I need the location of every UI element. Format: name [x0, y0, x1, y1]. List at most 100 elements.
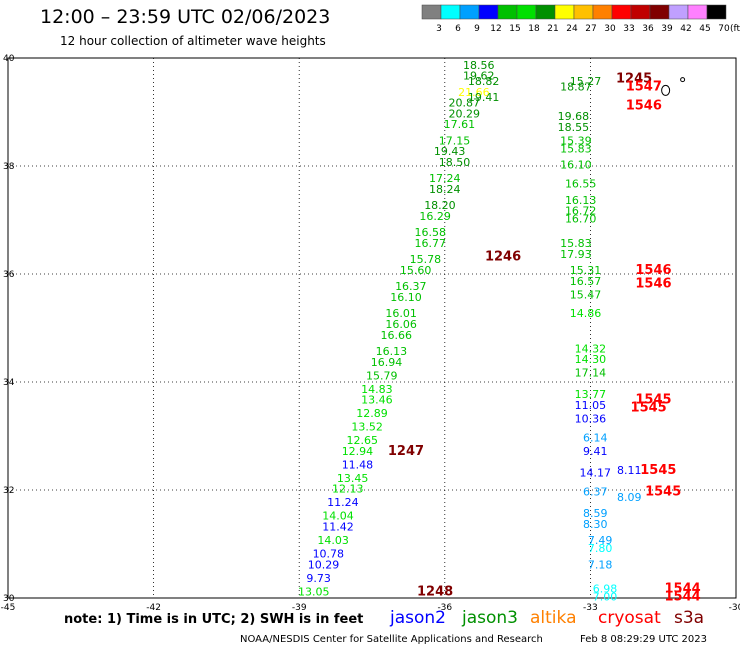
colorbar-label: 9	[474, 24, 480, 34]
wave-height-value: 18.55	[558, 121, 590, 134]
wave-height-value: 16.58	[414, 226, 446, 239]
colorbar-label: 30	[604, 24, 616, 34]
colorbar-swatch	[649, 4, 670, 20]
wave-height-value: 17.61	[444, 118, 476, 131]
wave-height-value: 15.47	[570, 288, 602, 301]
satellite-legend-cryosat: cryosat	[598, 608, 661, 628]
colorbar-label: 24	[566, 24, 578, 34]
wave-height-value: 14.04	[322, 510, 354, 523]
wave-height-value: 17.15	[439, 134, 471, 147]
wave-height-value: 11.24	[327, 496, 359, 509]
colorbar-swatch	[478, 4, 499, 20]
pass-time-label: 1545	[631, 401, 667, 416]
pass-time-label: 1547	[626, 79, 662, 94]
wave-height-value: 16.55	[565, 178, 597, 191]
wave-height-value: 12.13	[332, 483, 364, 496]
wave-height-value: 16.13	[376, 345, 408, 358]
island-outline	[661, 84, 671, 96]
longitude-label: -36	[437, 603, 452, 613]
longitude-label: -30	[729, 603, 740, 613]
colorbar-label: 45	[699, 24, 710, 34]
pass-time-label: 1544	[665, 582, 701, 597]
wave-height-value: 16.70	[565, 213, 597, 226]
wave-height-value: 16.10	[390, 291, 422, 304]
wave-height-value: 15.78	[410, 253, 442, 266]
wave-height-value: 16.06	[385, 318, 417, 331]
colorbar-label: 3	[436, 24, 442, 34]
wave-height-value: 15.39	[560, 134, 592, 147]
wave-height-value: 21.66	[458, 86, 490, 99]
wave-height-value: 13.05	[298, 585, 330, 598]
page-subtitle: 12 hour collection of altimeter wave hei…	[60, 34, 326, 48]
wave-height-value: 16.29	[419, 210, 451, 223]
wave-height-value: 20.29	[448, 107, 480, 120]
wave-height-value: 11.05	[575, 399, 607, 412]
colorbar-swatch	[687, 4, 708, 20]
wave-height-value: 7.00	[593, 591, 618, 604]
wave-height-value: 17.93	[560, 248, 592, 261]
colorbar-swatch	[459, 4, 480, 20]
pass-time-label: 1247	[388, 444, 424, 459]
colorbar-swatch	[440, 4, 461, 20]
wave-height-value: 10.78	[313, 548, 345, 561]
wave-height-value: 12.65	[347, 434, 379, 447]
wave-height-value: 14.86	[570, 307, 602, 320]
colorbar-label: 18	[528, 24, 540, 34]
colorbar-swatch	[497, 4, 518, 20]
wave-height-value: 8.09	[617, 491, 642, 504]
wave-height-value: 18.82	[468, 75, 500, 88]
colorbar-label: 12	[490, 24, 501, 34]
satellite-legend-altika: altika	[530, 608, 577, 628]
latitude-label: 34	[3, 378, 15, 388]
pass-time-label: 1248	[417, 584, 453, 599]
map-border	[7, 57, 737, 599]
pass-time-label: 1245	[616, 71, 652, 86]
pass-time-label: 1246	[485, 250, 521, 265]
colorbar-swatch	[592, 4, 613, 20]
island-outline	[680, 77, 686, 83]
colorbar-swatch	[421, 4, 442, 20]
wave-height-value: 20.87	[448, 97, 480, 110]
wave-height-value: 8.59	[583, 507, 608, 520]
pass-time-label: 1546	[635, 277, 671, 292]
wave-height-value: 6.14	[583, 431, 608, 444]
wave-height-value: 14.17	[580, 467, 612, 480]
wave-height-value: 13.52	[351, 421, 383, 434]
wave-height-value: 18.87	[560, 80, 592, 93]
axis-labels: -45 -42 -39 -36 -33 -30 30 32 34 36 38 40	[1, 54, 740, 613]
wave-height-value: 11.48	[342, 458, 374, 471]
satellite-legend-jason3: jason3	[462, 608, 518, 628]
wave-height-value: 8.11	[617, 464, 642, 477]
wave-height-value: 14.30	[575, 353, 607, 366]
wave-height-value: 17.24	[429, 172, 461, 185]
colorbar-swatch	[554, 4, 575, 20]
wave-height-value: 6.98	[593, 583, 618, 596]
wave-height-value: 9.73	[306, 572, 331, 585]
pass-time-label: 1545	[640, 463, 676, 478]
colorbar-swatch	[573, 4, 594, 20]
wave-height-value: 15.31	[570, 264, 602, 277]
longitude-label: -39	[292, 603, 307, 613]
wave-height-value: 15.83	[560, 237, 592, 250]
pass-time-label: 1546	[626, 98, 662, 113]
satellite-legend-s3a: s3a	[674, 608, 705, 628]
wave-height-value: 14.32	[575, 342, 607, 355]
colorbar-swatch	[535, 4, 556, 20]
map-grid	[8, 58, 736, 598]
wave-height-value: 16.10	[560, 159, 592, 172]
colorbar-label: 39	[661, 24, 673, 34]
wave-height-value: 10.29	[308, 558, 340, 571]
credit-text: NOAA/NESDIS Center for Satellite Applica…	[240, 634, 543, 645]
colorbar-label: 36	[642, 24, 654, 34]
wave-height-value: 13.45	[337, 472, 369, 485]
wave-height-readings: 18.5619.6218.8221.6619.4120.8720.2917.61…	[298, 59, 617, 604]
wave-height-value: 15.27	[570, 75, 602, 88]
wave-height-value: 7.18	[588, 558, 613, 571]
wave-height-value: 7.49	[588, 534, 613, 547]
colorbar-swatch	[630, 4, 651, 20]
wave-height-value: 18.20	[424, 199, 456, 212]
longitude-label: -45	[1, 603, 16, 613]
wave-height-value: 19.62	[463, 70, 495, 83]
longitude-label: -42	[146, 603, 161, 613]
